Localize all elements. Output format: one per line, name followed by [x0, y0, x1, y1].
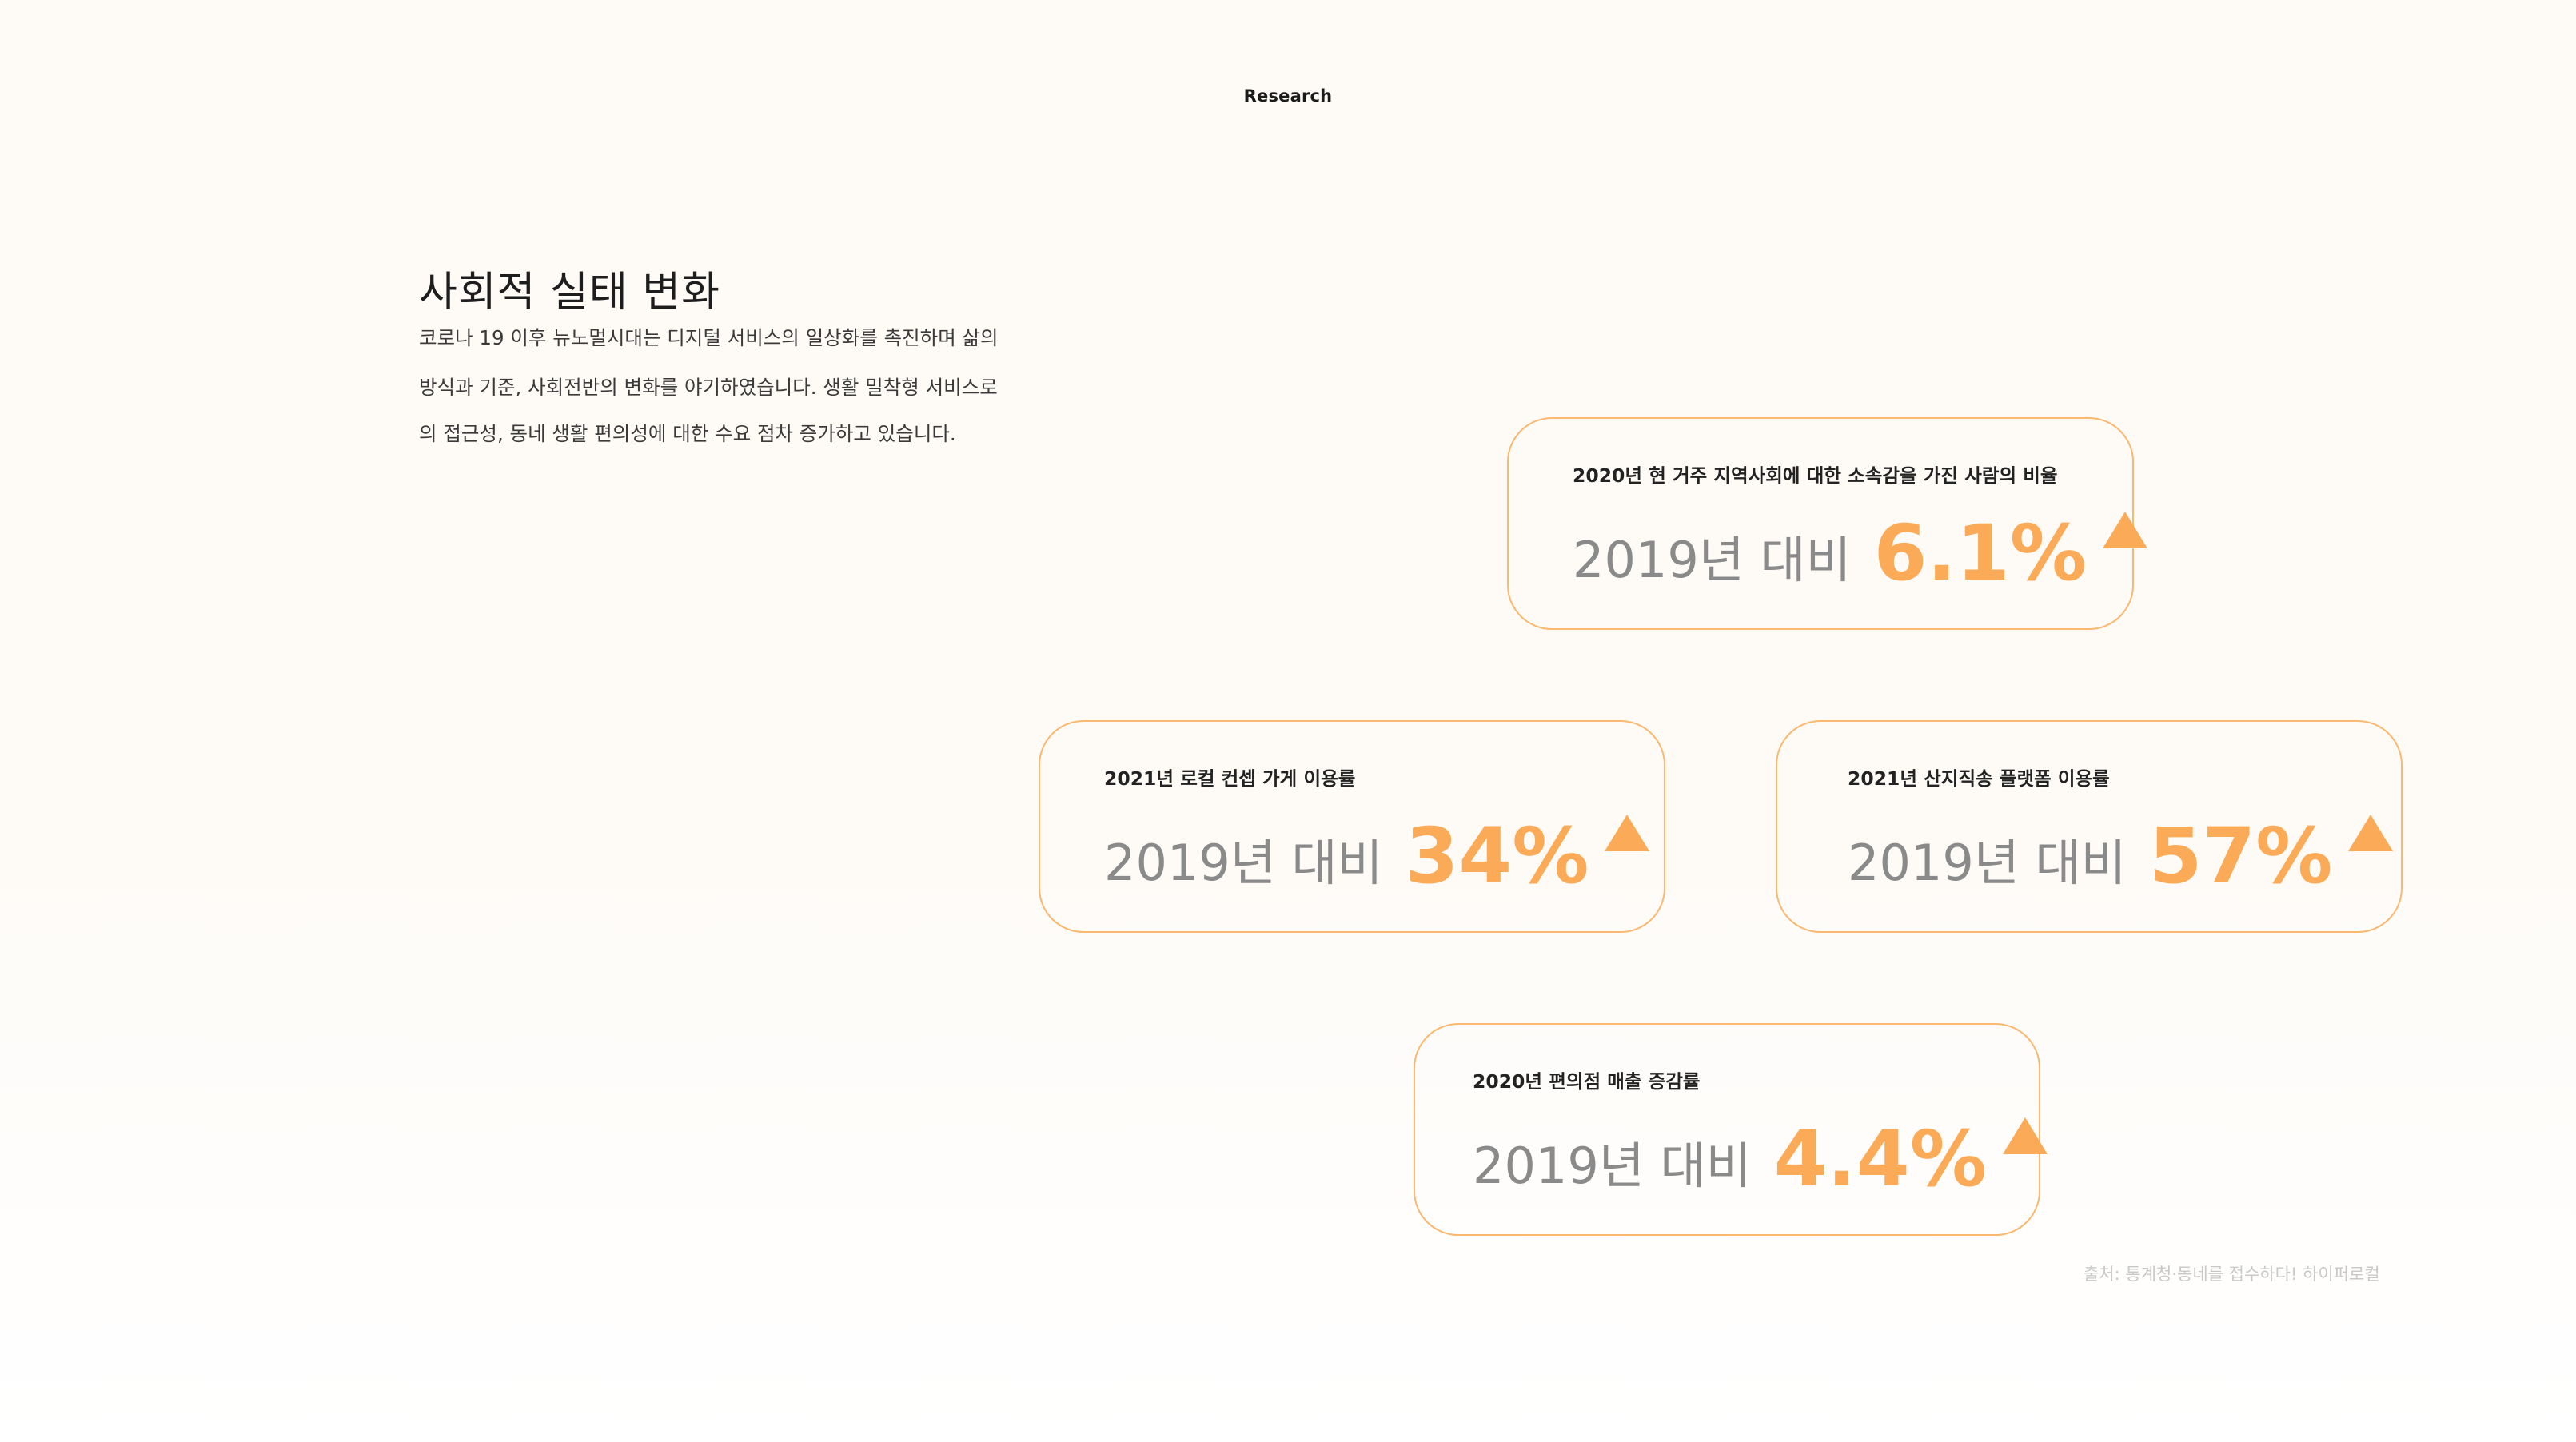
stat-label: 2020년 편의점 매출 증감률 — [1473, 1070, 1701, 1093]
stat-value: 57% — [2148, 811, 2333, 901]
stat-compare-text: 2019년 대비 — [1104, 834, 1383, 892]
description-line: 코로나 19 이후 뉴노멀시대는 디지털 서비스의 일상화를 촉진하며 삶의 — [419, 326, 999, 349]
triangle-up-icon — [2348, 815, 2394, 851]
intro-description: 코로나 19 이후 뉴노멀시대는 디지털 서비스의 일상화를 촉진하며 삶의 방… — [419, 320, 1043, 456]
stat-label: 2021년 로컬 컨셉 가게 이용률 — [1104, 767, 1356, 790]
triangle-up-icon — [1605, 815, 1650, 851]
description-line: 의 접근성, 동네 생활 편의성에 대한 수요 점차 증가하고 있습니다. — [419, 422, 956, 445]
stat-compare-text: 2019년 대비 — [1473, 1137, 1752, 1195]
stat-compare-text: 2019년 대비 — [1848, 834, 2127, 892]
stat-card-local-store-usage: 2021년 로컬 컨셉 가게 이용률 2019년 대비 34% — [1039, 720, 1665, 933]
description-line: 방식과 기준, 사회전반의 변화를 야기하였습니다. 생활 밀착형 서비스로 — [419, 376, 998, 399]
stat-card-direct-farm-platform: 2021년 산지직송 플랫폼 이용률 2019년 대비 57% — [1776, 720, 2403, 933]
stat-card-community-belonging: 2020년 현 거주 지역사회에 대한 소속감을 가진 사람의 비율 2019년… — [1507, 417, 2147, 630]
stat-row: 2019년 대비 34% — [1104, 799, 1650, 901]
stat-card-convenience-store-sales: 2020년 편의점 매출 증감률 2019년 대비 4.4% — [1414, 1023, 2048, 1236]
stat-row: 2019년 대비 4.4% — [1473, 1101, 2048, 1197]
triangle-up-icon — [2002, 1117, 2048, 1154]
section-label: Research — [1243, 86, 1333, 106]
triangle-up-icon — [2102, 512, 2147, 548]
stat-row: 2019년 대비 57% — [1848, 799, 2394, 901]
stat-value: 4.4% — [1773, 1114, 1987, 1204]
stat-value: 34% — [1405, 811, 1589, 901]
stat-row: 2019년 대비 6.1% — [1573, 496, 2147, 592]
source-note: 출처: 통계청·동네를 접수하다! 하이퍼로컬 — [2084, 1265, 2380, 1284]
stat-compare-text: 2019년 대비 — [1573, 531, 1852, 589]
stat-label: 2020년 현 거주 지역사회에 대한 소속감을 가진 사람의 비율 — [1573, 464, 2058, 487]
stat-value: 6.1% — [1873, 508, 2087, 598]
stat-label: 2021년 산지직송 플랫폼 이용률 — [1848, 767, 2110, 790]
page-title: 사회적 실태 변화 — [419, 268, 720, 317]
